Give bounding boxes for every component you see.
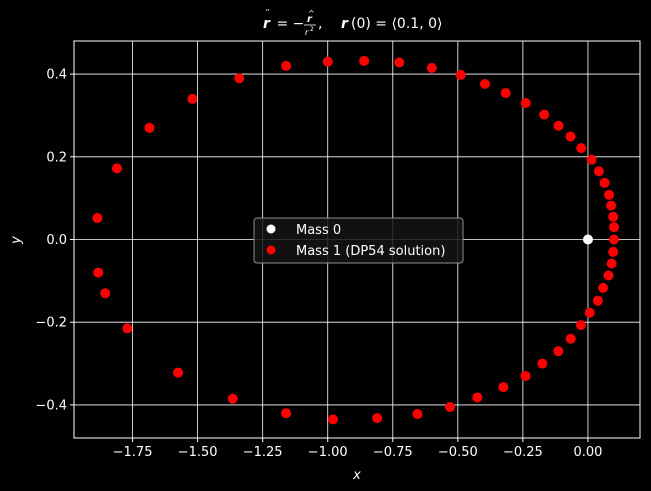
mass1-point <box>359 55 370 66</box>
mass1-point <box>92 212 103 223</box>
y-tick-label: 0.2 <box>46 150 67 165</box>
y-tick-label: 0.0 <box>46 233 67 248</box>
mass1-point <box>281 60 292 71</box>
mass1-point <box>608 234 619 245</box>
x-axis-label: x <box>352 468 361 483</box>
mass1-point <box>144 122 155 133</box>
mass1-point <box>498 382 509 393</box>
title-mid: = − <box>272 16 304 32</box>
mass1-point <box>394 57 405 68</box>
title-frac-den-exp: 2 <box>310 26 314 33</box>
x-axis-ticks: −1.75 −1.50 −1.25 −1.00 −0.75 −0.50 −0.25 0.00 <box>113 438 602 460</box>
legend-label-mass1: Mass 1 (DP54 solution) <box>296 244 445 259</box>
mass1-point <box>93 267 104 278</box>
mass1-point <box>234 73 245 84</box>
mass1-point <box>445 401 456 412</box>
axes-frame <box>73 40 641 439</box>
y-tick-label: 0.4 <box>46 68 67 83</box>
title-sep: , <box>318 16 322 32</box>
mass1-point <box>500 88 511 99</box>
legend-marker-mass1 <box>266 245 276 255</box>
mass1-point <box>608 211 619 222</box>
mass1-point <box>586 154 597 165</box>
legend-marker-mass0 <box>266 224 276 234</box>
mass1-point <box>281 408 292 419</box>
mass1-point <box>227 393 238 404</box>
mass1-point <box>122 323 133 334</box>
mass1-point <box>372 413 383 424</box>
mass1-point <box>322 56 333 67</box>
y-tick-label: −0.4 <box>35 398 67 413</box>
title-hat: ^ <box>308 9 315 18</box>
x-tick-label: −1.25 <box>243 445 283 460</box>
mass1-point <box>111 163 122 174</box>
mass1-point <box>539 109 550 120</box>
legend-label-mass0: Mass 0 <box>296 223 341 238</box>
mass1-point <box>606 258 617 269</box>
mass1-point <box>173 367 184 378</box>
legend-box <box>253 217 464 264</box>
title-frac-num: r <box>307 14 313 25</box>
mass1-point <box>187 93 198 104</box>
mass1-point <box>576 143 587 154</box>
mass0-point <box>582 234 593 245</box>
data-points <box>92 55 619 425</box>
mass1-point <box>565 131 576 142</box>
mass1-point <box>608 222 619 233</box>
mass1-point <box>565 333 576 344</box>
x-tick-label: −0.75 <box>373 445 413 460</box>
x-tick-label: −1.75 <box>113 445 153 460</box>
mass1-point <box>598 282 609 293</box>
mass1-point <box>575 320 586 331</box>
mass1-point <box>593 166 604 177</box>
mass1-point <box>479 79 490 90</box>
x-tick-label: −0.50 <box>438 445 478 460</box>
mass1-point <box>604 189 615 200</box>
mass1-point <box>584 307 595 318</box>
x-tick-label: 0.00 <box>573 445 602 460</box>
mass1-point <box>455 69 466 80</box>
mass1-point <box>327 414 338 425</box>
mass1-point <box>520 370 531 381</box>
title-double-dot: ¨ <box>265 8 270 20</box>
mass1-point <box>608 246 619 257</box>
mass1-point <box>426 62 437 73</box>
mass1-point <box>537 358 548 369</box>
y-tick-label: −0.2 <box>35 316 67 331</box>
title-ic-arg: (0) = ⟨0.1, 0⟩ <box>351 16 442 32</box>
mass1-point <box>520 98 531 109</box>
x-tick-label: −1.50 <box>178 445 218 460</box>
mass1-point <box>603 270 614 281</box>
title-ic-lhs: r <box>341 16 349 32</box>
y-axis-ticks: −0.4 −0.2 0.0 0.2 0.4 <box>35 68 74 413</box>
legend: Mass 0 Mass 1 (DP54 solution) <box>253 217 464 264</box>
mass1-point <box>553 120 564 131</box>
mass1-point <box>599 177 610 188</box>
mass1-point <box>412 409 423 420</box>
x-tick-label: −1.00 <box>308 445 348 460</box>
mass1-point <box>472 392 483 403</box>
title-lhs: r <box>263 16 271 32</box>
chart-title: r ¨ = − r ^ r 2 , r (0) = ⟨0.1, 0⟩ <box>263 8 442 37</box>
mass1-point <box>100 288 111 299</box>
mass1-point <box>592 295 603 306</box>
mass1-point <box>606 200 617 211</box>
title-frac-den: r <box>305 28 309 37</box>
mass1-point <box>553 346 564 357</box>
x-tick-label: −0.25 <box>503 445 543 460</box>
y-axis-label: y <box>9 236 24 245</box>
